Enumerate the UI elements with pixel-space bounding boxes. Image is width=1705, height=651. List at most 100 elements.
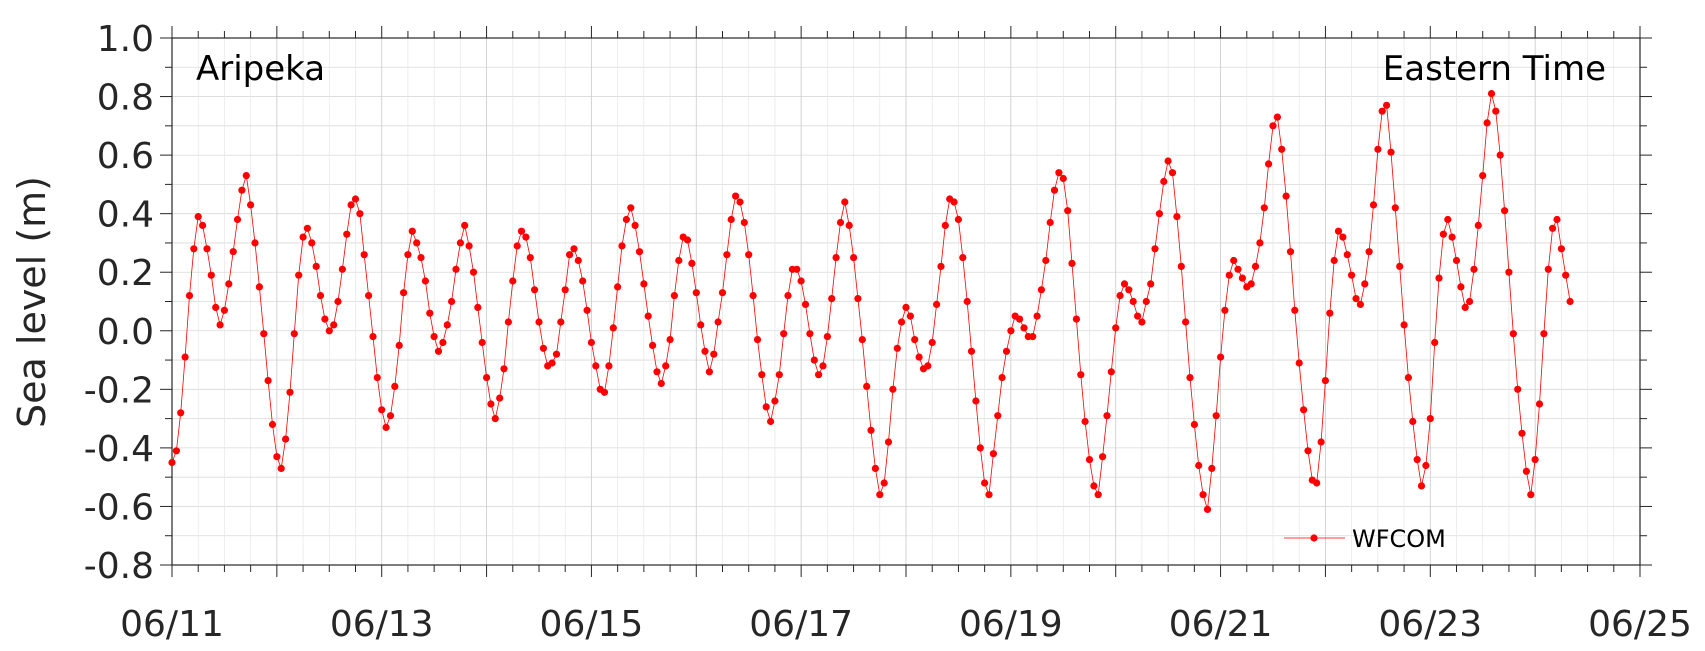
data-point [675, 256, 683, 265]
data-point [740, 218, 748, 227]
data-point [1527, 491, 1535, 499]
data-point [504, 318, 512, 326]
data-point [854, 295, 862, 303]
data-point [1343, 251, 1351, 259]
data-point [1479, 172, 1487, 180]
y-tick-labels: 1.0 0.8 0.6 0.4 0.2 0.0 -0.2 -0.4 -0.6 -0.8 [84, 19, 154, 587]
data-point [911, 336, 919, 344]
data-point [989, 450, 998, 458]
data-point [552, 350, 561, 358]
data-point [1208, 464, 1216, 472]
data-point [771, 397, 779, 405]
y-tick-label: 0.2 [97, 253, 154, 294]
data-point [1505, 268, 1513, 276]
data-point [220, 306, 228, 314]
data-point [780, 330, 788, 338]
y-tick-label: -0.6 [84, 487, 154, 528]
data-point [1417, 482, 1426, 490]
data-point [749, 292, 757, 300]
x-tick-label: 06/23 [1378, 604, 1482, 645]
data-point [1151, 245, 1159, 253]
data-point [605, 362, 613, 370]
y-tick-label: -0.8 [84, 546, 154, 587]
data-point [1457, 283, 1465, 291]
data-point [1452, 256, 1461, 265]
data-point [1400, 321, 1408, 329]
data-point [386, 412, 395, 420]
data-point [474, 303, 482, 311]
data-point [461, 221, 469, 229]
data-point [570, 245, 578, 253]
data-point [1020, 324, 1028, 332]
data-point [627, 204, 635, 212]
x-tick-label: 06/11 [120, 604, 224, 645]
data-point [653, 368, 661, 376]
x-tick-label: 06/21 [1169, 604, 1273, 645]
y-tick-label: 0.8 [97, 78, 154, 119]
data-point [631, 221, 639, 229]
data-point [1348, 271, 1356, 279]
data-point [1029, 333, 1037, 341]
x-tick-label: 06/15 [540, 604, 644, 645]
data-point [1282, 192, 1290, 200]
data-point [1369, 201, 1378, 209]
data-point [967, 347, 976, 355]
data-point [976, 444, 984, 452]
data-point [753, 336, 762, 344]
data-point [299, 233, 307, 241]
data-point [732, 192, 740, 200]
data-point [810, 356, 818, 364]
data-point [841, 198, 849, 206]
data-point [190, 245, 198, 253]
data-point [745, 251, 753, 259]
data-point [1474, 221, 1482, 229]
data-point [1361, 280, 1369, 288]
data-point [1116, 292, 1124, 300]
data-point [718, 289, 727, 297]
data-point [181, 353, 189, 361]
data-point [535, 318, 543, 326]
data-point [557, 318, 565, 326]
data-point [1129, 297, 1137, 306]
data-point [343, 230, 351, 238]
data-point [784, 292, 792, 300]
legend-marker-swatch [1310, 534, 1318, 542]
data-point [801, 300, 810, 308]
data-point [871, 464, 880, 472]
data-point [207, 271, 215, 279]
data-point [806, 330, 814, 338]
data-point [212, 303, 220, 311]
data-point [618, 242, 626, 250]
data-point [928, 338, 936, 347]
data-point [282, 435, 290, 443]
data-point [889, 385, 897, 393]
data-point [373, 374, 381, 382]
data-point [509, 277, 517, 285]
data-point [1470, 265, 1478, 273]
data-point [1278, 145, 1286, 153]
data-point [561, 286, 569, 294]
data-point [400, 289, 408, 297]
data-point [1321, 377, 1329, 385]
data-point [622, 215, 631, 224]
data-point [998, 374, 1006, 382]
data-point [338, 265, 346, 273]
y-tick-label: 0.6 [97, 136, 154, 177]
data-point [168, 458, 176, 467]
data-point [1378, 107, 1386, 115]
data-point [290, 330, 298, 338]
data-point [670, 292, 679, 300]
data-point [203, 245, 211, 253]
data-point [1134, 312, 1142, 320]
data-point [413, 239, 421, 247]
data-point [430, 333, 438, 341]
data-point [1002, 347, 1011, 355]
data-point [1260, 204, 1268, 212]
data-point [448, 297, 456, 306]
data-point [1531, 456, 1539, 464]
data-point [1404, 374, 1412, 382]
data-point [1142, 297, 1150, 306]
data-point [1304, 447, 1312, 455]
axis-ticks [160, 26, 1652, 577]
data-point [1225, 271, 1233, 279]
